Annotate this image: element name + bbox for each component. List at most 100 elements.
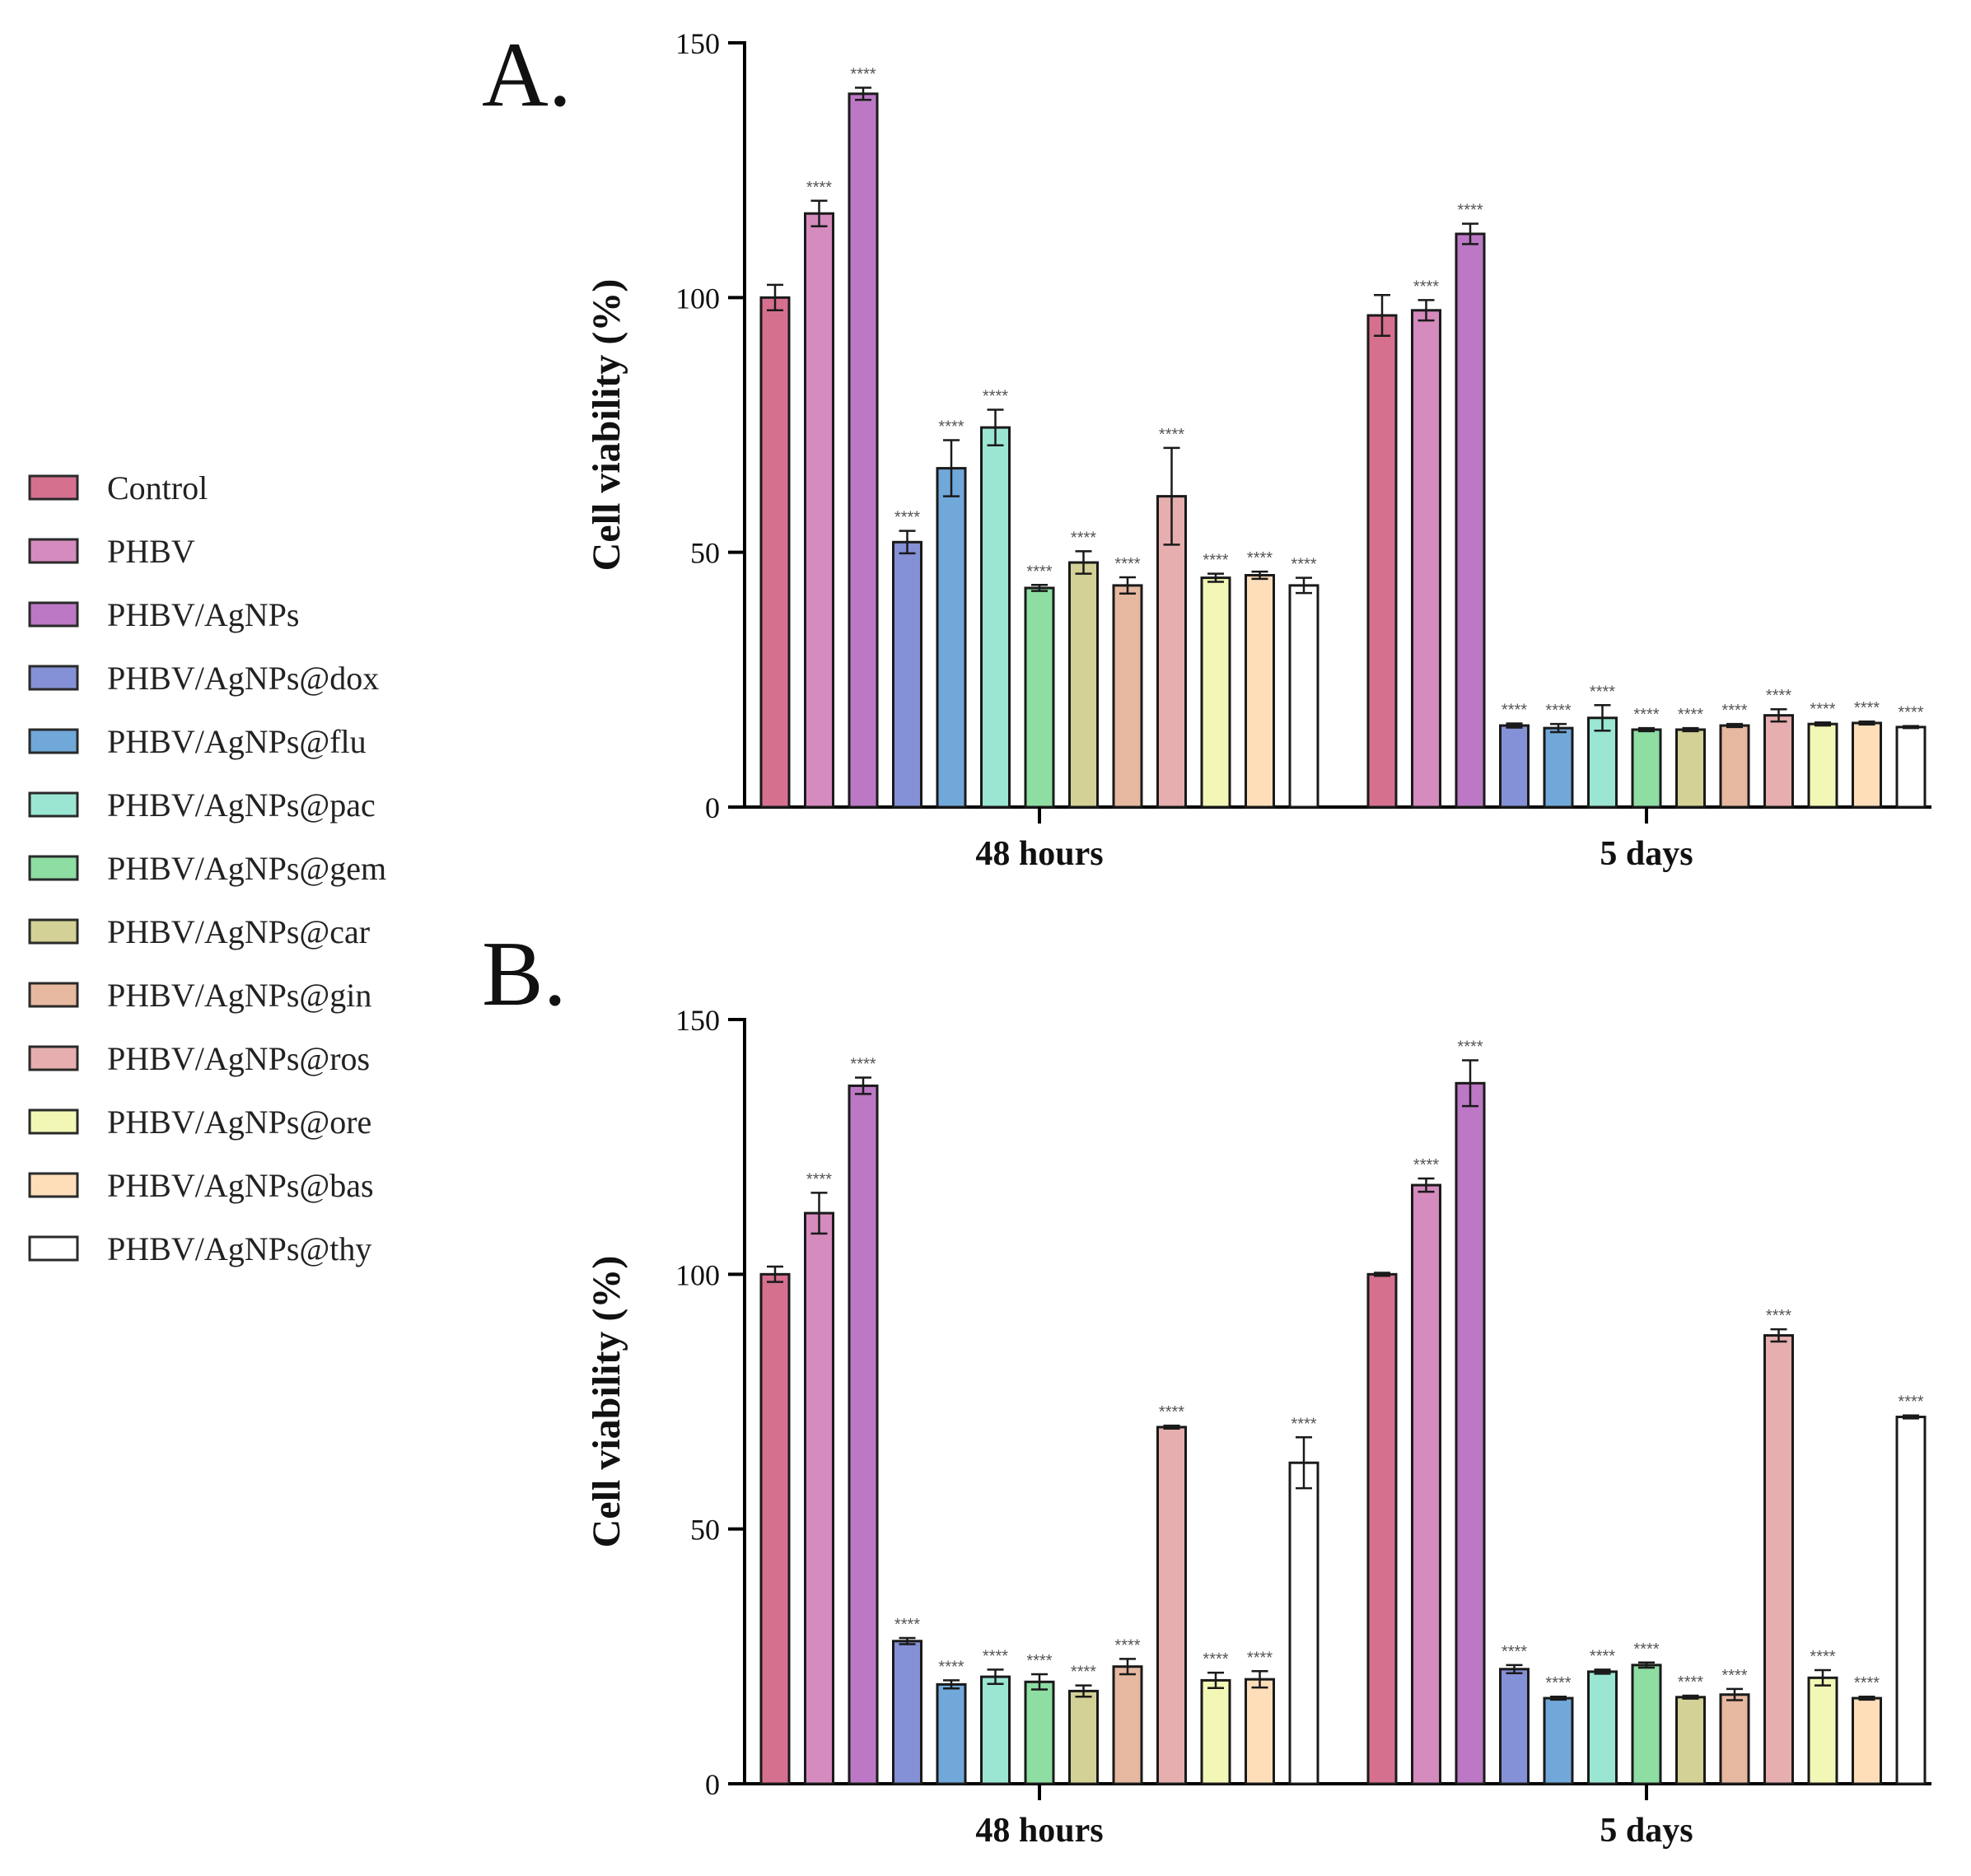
panel-a-bar-phbv-agnps-ore-5-days — [1807, 722, 1838, 809]
panel-a-x-tick-label-5-days: 5 days — [1600, 835, 1693, 873]
panel-a-significance-label: **** — [1026, 562, 1052, 581]
panel-a-bar-phbv-agnps-gem-5-days — [1631, 728, 1662, 809]
panel-a-bar-phbv-agnps-bas-48-hours — [1245, 574, 1275, 809]
panel-a-bar-phbv-agnps-flu-5-days — [1543, 726, 1574, 809]
panel-b-significance-label: **** — [1854, 1674, 1880, 1692]
panel-a-bar-phbv-48-hours — [804, 212, 834, 809]
panel-a-bar-phbv-agnps-car-5-days — [1675, 728, 1706, 809]
panel-a-significance-label: **** — [1590, 683, 1615, 701]
panel-b-y-tick-label: 150 — [675, 1004, 720, 1037]
panel-b-bar-phbv-agnps-gin-48-hours — [1112, 1665, 1143, 1785]
panel-a-significance-label: **** — [1457, 202, 1483, 220]
panel-a-significance-label: **** — [1721, 702, 1747, 720]
panel-b-bar-phbv-agnps-48-hours — [848, 1084, 879, 1785]
panel-b-significance-label: **** — [1590, 1647, 1615, 1665]
panel-b-significance-label: **** — [1071, 1664, 1096, 1682]
panel-b-bar-phbv-agnps-flu-5-days — [1543, 1696, 1574, 1785]
panel-b-bar-phbv-48-hours — [804, 1211, 834, 1785]
panel-a-y-tick-label: 0 — [705, 791, 720, 824]
panel-a-significance-label: **** — [894, 509, 920, 527]
panel-b-significance-label: **** — [1678, 1673, 1703, 1692]
panel-a-bar-phbv-agnps-ros-5-days — [1763, 714, 1794, 809]
panel-a-bar-phbv-agnps-gem-48-hours — [1024, 586, 1055, 809]
legend-label-phbv-agnps-ore: PHBV/AgNPs@ore — [107, 1104, 371, 1141]
panel-a-significance-label: **** — [1291, 556, 1316, 574]
panel-a-significance-label: **** — [850, 65, 876, 83]
panel-b-significance-label: **** — [1203, 1650, 1228, 1668]
panel-a-bar-phbv-agnps-car-48-hours — [1068, 561, 1099, 809]
panel-a-significance-label: **** — [1678, 706, 1703, 724]
panel-b-bar-phbv-agnps-gem-48-hours — [1024, 1680, 1055, 1785]
panel-b-significance-label: **** — [806, 1170, 832, 1188]
legend-swatch-phbv-agnps-dox — [28, 665, 79, 691]
panel-a-significance-label: **** — [1810, 700, 1835, 718]
panel-a-bar-phbv-agnps-bas-5-days — [1852, 721, 1882, 809]
panel-a-label: A. — [482, 24, 572, 126]
legend-label-phbv-agnps-dox: PHBV/AgNPs@dox — [107, 660, 379, 697]
panel-b-significance-label: **** — [850, 1056, 876, 1074]
legend-label-phbv-agnps-thy: PHBV/AgNPs@thy — [107, 1230, 371, 1267]
panel-a-bar-phbv-agnps-thy-5-days — [1895, 726, 1927, 809]
legend-swatch-phbv-agnps-gin — [28, 982, 79, 1008]
legend-swatch-phbv-agnps — [28, 601, 79, 628]
legend-swatch-phbv-agnps-ore — [28, 1108, 79, 1135]
panel-a-significance-label: **** — [1159, 426, 1184, 444]
panel-b-y-tick-label: 100 — [675, 1258, 720, 1291]
legend-label-phbv-agnps-ros: PHBV/AgNPs@ros — [107, 1040, 370, 1077]
panel-a-y-tick-label: 150 — [675, 27, 720, 60]
panel-b-bar-phbv-5-days — [1411, 1183, 1441, 1785]
panel-a-significance-label: **** — [1247, 549, 1273, 567]
legend-swatch-phbv-agnps-pac — [28, 791, 79, 818]
panel-a-y-axis-title: Cell viability (%) — [585, 279, 628, 572]
panel-a-bar-phbv-agnps-ros-48-hours — [1156, 495, 1187, 809]
panel-a-significance-label: **** — [1071, 529, 1096, 547]
panel-b-bar-phbv-agnps-5-days — [1455, 1081, 1486, 1785]
panel-a-bar-phbv-agnps-gin-5-days — [1719, 724, 1750, 809]
panel-b-y-tick-label: 50 — [690, 1514, 720, 1547]
panel-b-significance-label: **** — [983, 1647, 1008, 1665]
panel-b-bar-control-48-hours — [759, 1272, 791, 1785]
panel-a-bar-phbv-agnps-ore-48-hours — [1200, 576, 1231, 809]
panel-a-bar-phbv-agnps-gin-48-hours — [1112, 584, 1143, 809]
panel-b-bar-phbv-agnps-pac-5-days — [1587, 1670, 1618, 1785]
panel-a-bar-phbv-agnps-thy-48-hours — [1288, 584, 1319, 809]
panel-b-significance-label: **** — [1114, 1636, 1140, 1654]
panel-a-y-tick-label: 50 — [690, 537, 720, 570]
panel-a-bar-phbv-agnps-dox-48-hours — [892, 540, 922, 809]
panel-a-significance-label: **** — [1502, 702, 1527, 720]
legend-label-phbv-agnps-flu: PHBV/AgNPs@flu — [107, 723, 367, 760]
panel-a-significance-label: **** — [1898, 704, 1923, 722]
panel-b-y-axis-title: Cell viability (%) — [585, 1256, 628, 1548]
panel-b-significance-label: **** — [1633, 1640, 1659, 1659]
legend-swatch-phbv-agnps-ros — [28, 1045, 79, 1071]
panel-b-bar-phbv-agnps-bas-5-days — [1852, 1696, 1882, 1785]
legend-label-phbv-agnps-pac: PHBV/AgNPs@pac — [107, 786, 376, 824]
legend-label-control: Control — [107, 469, 208, 506]
panel-b-bar-phbv-agnps-thy-5-days — [1895, 1416, 1927, 1785]
panel-a-significance-label: **** — [1633, 706, 1659, 724]
panel-a-bar-control-5-days — [1366, 314, 1398, 809]
panel-b-significance-label: **** — [1026, 1652, 1052, 1670]
panel-b-significance-label: **** — [1810, 1648, 1835, 1666]
panel-b: B. Cell viability (%) 0 50 100 150 **** **** ***… — [482, 923, 1931, 1850]
legend-label-phbv-agnps-gin: PHBV/AgNPs@gin — [107, 977, 371, 1014]
panel-b-y-tick-label: 0 — [705, 1768, 720, 1801]
panel-a-bar-phbv-agnps-48-hours — [848, 92, 879, 809]
panel-a-bar-phbv-agnps-flu-48-hours — [936, 467, 967, 809]
panel-b-x-tick-label-5-days: 5 days — [1600, 1812, 1693, 1850]
panel-a-bar-phbv-agnps-dox-5-days — [1499, 724, 1530, 809]
legend-label-phbv-agnps: PHBV/AgNPs — [107, 596, 299, 633]
panel-b-significance-label: **** — [894, 1616, 920, 1634]
panel-a-bar-phbv-5-days — [1411, 309, 1441, 809]
panel-b-x-tick-label-48-hours: 48 hours — [975, 1812, 1103, 1850]
panel-a-bar-phbv-agnps-5-days — [1455, 232, 1486, 809]
panel-b-bar-phbv-agnps-ore-48-hours — [1200, 1678, 1231, 1785]
panel-a-y-tick-label: 100 — [675, 282, 720, 315]
panel-b-bar-phbv-agnps-bas-48-hours — [1245, 1678, 1275, 1785]
panel-b-significance-label: **** — [1502, 1643, 1527, 1661]
panel-b-bar-phbv-agnps-flu-48-hours — [936, 1682, 967, 1785]
panel-a-significance-label: **** — [1114, 555, 1140, 573]
panel-a-x-tick-label-48-hours: 48 hours — [975, 835, 1103, 873]
panel-b-bar-phbv-agnps-car-48-hours — [1068, 1689, 1099, 1785]
legend: Control PHBV PHBV/AgNPs PHBV/AgNPs@dox PHBV/… — [28, 469, 386, 1267]
